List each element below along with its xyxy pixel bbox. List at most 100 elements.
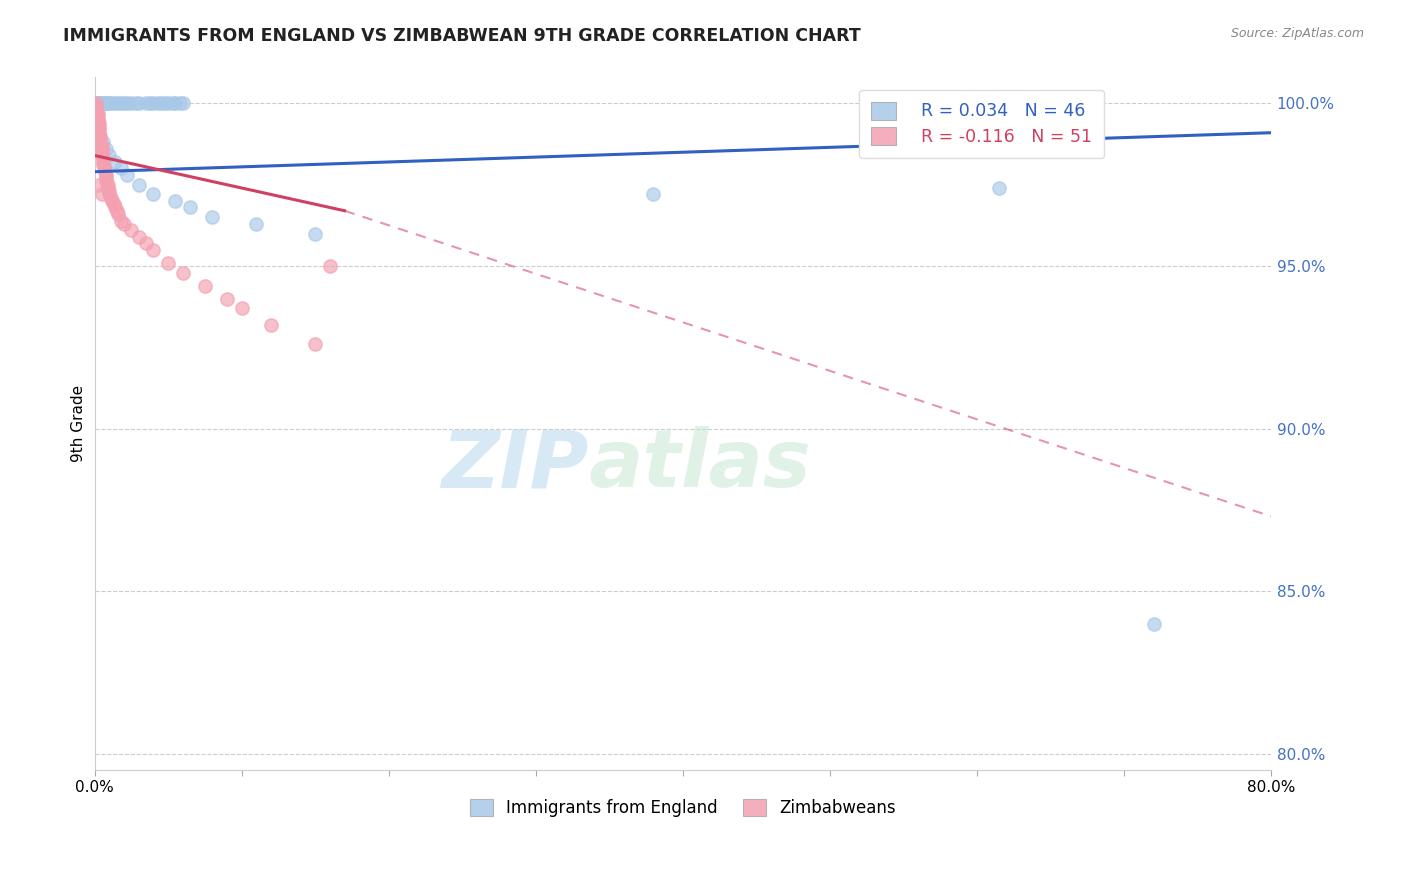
Point [157, 256, 180, 270]
Point [105, 203, 128, 218]
Point [153, 96, 176, 111]
Point [87, 126, 110, 140]
Point [90, 142, 112, 156]
Point [87, 119, 110, 133]
Point [89, 128, 111, 143]
Legend: Immigrants from England, Zimbabweans: Immigrants from England, Zimbabweans [463, 792, 903, 824]
Point [120, 223, 142, 237]
Point [84, 96, 107, 111]
Point [172, 266, 194, 280]
Point [94, 161, 117, 176]
Point [128, 96, 150, 111]
Point [988, 181, 1011, 195]
Point [97, 96, 120, 111]
Point [87, 122, 110, 136]
Point [157, 96, 180, 111]
Point [84, 100, 107, 114]
Point [128, 178, 150, 192]
Point [96, 174, 118, 188]
Point [128, 229, 150, 244]
Text: ZIP: ZIP [441, 426, 589, 504]
Point [120, 96, 142, 111]
Point [98, 184, 121, 198]
Point [215, 292, 238, 306]
Point [89, 132, 111, 146]
Point [179, 201, 201, 215]
Point [107, 96, 129, 111]
Point [87, 178, 110, 192]
Point [201, 211, 224, 225]
Point [97, 178, 120, 192]
Point [112, 217, 135, 231]
Point [90, 138, 112, 153]
Point [142, 243, 165, 257]
Point [162, 96, 184, 111]
Point [89, 96, 111, 111]
Point [86, 106, 108, 120]
Point [110, 161, 132, 176]
Point [110, 213, 132, 227]
Point [142, 96, 165, 111]
Point [93, 155, 115, 169]
Point [100, 191, 122, 205]
Point [139, 96, 162, 111]
Text: Source: ZipAtlas.com: Source: ZipAtlas.com [1230, 27, 1364, 40]
Point [90, 145, 112, 160]
Point [125, 96, 148, 111]
Point [96, 171, 118, 186]
Point [194, 278, 217, 293]
Point [84, 96, 107, 111]
Point [93, 136, 115, 150]
Point [89, 136, 111, 150]
Point [115, 96, 138, 111]
Point [104, 96, 127, 111]
Point [245, 217, 267, 231]
Point [86, 112, 108, 127]
Point [101, 194, 124, 208]
Point [87, 116, 110, 130]
Point [97, 181, 120, 195]
Point [146, 96, 169, 111]
Point [96, 168, 118, 182]
Point [93, 158, 115, 172]
Text: atlas: atlas [589, 426, 811, 504]
Point [165, 96, 187, 111]
Text: IMMIGRANTS FROM ENGLAND VS ZIMBABWEAN 9TH GRADE CORRELATION CHART: IMMIGRANTS FROM ENGLAND VS ZIMBABWEAN 9T… [63, 27, 860, 45]
Point [104, 155, 127, 169]
Point [135, 96, 157, 111]
Point [115, 168, 138, 182]
Point [86, 110, 108, 124]
Point [93, 152, 115, 166]
Point [231, 301, 253, 316]
Point [304, 227, 326, 241]
Point [142, 187, 165, 202]
Point [260, 318, 283, 332]
Point [135, 236, 157, 251]
Point [90, 148, 112, 162]
Point [643, 187, 665, 202]
Point [165, 194, 187, 208]
Point [103, 197, 125, 211]
Point [84, 103, 107, 117]
Point [149, 96, 172, 111]
Point [86, 96, 108, 111]
Point [98, 96, 121, 111]
Point [107, 207, 129, 221]
Point [98, 148, 121, 162]
Point [94, 96, 117, 111]
Point [87, 96, 110, 111]
Point [101, 96, 124, 111]
Point [98, 187, 121, 202]
Point [172, 96, 194, 111]
Point [90, 187, 112, 202]
Point [93, 96, 115, 111]
Point [110, 96, 132, 111]
Point [96, 96, 118, 111]
Point [90, 96, 112, 111]
Point [169, 96, 191, 111]
Point [112, 96, 135, 111]
Point [96, 142, 118, 156]
Y-axis label: 9th Grade: 9th Grade [72, 385, 86, 462]
Point [104, 201, 127, 215]
Point [94, 165, 117, 179]
